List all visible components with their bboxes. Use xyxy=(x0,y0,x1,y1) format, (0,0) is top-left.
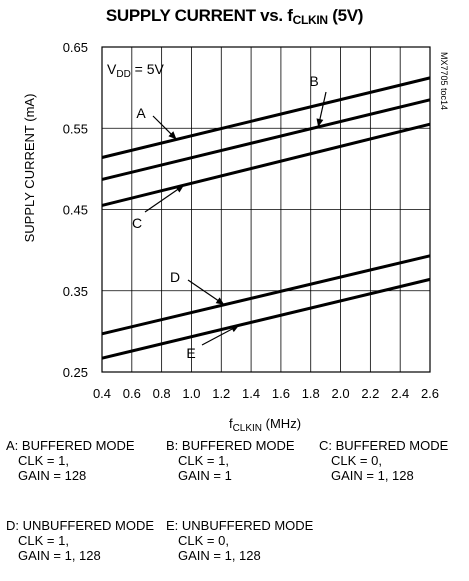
x-tick-label: 2.4 xyxy=(391,386,409,401)
figure-id-watermark: MX7705 toc14 xyxy=(439,52,449,110)
x-tick-label: 1.0 xyxy=(182,386,200,401)
x-tick-label: 1.4 xyxy=(242,386,260,401)
arrowhead-c xyxy=(175,185,184,193)
condition-tail: = 5V xyxy=(131,61,165,77)
chart-title: SUPPLY CURRENT vs. fCLKIN (5V) xyxy=(0,6,469,27)
note-b-clk: CLK = 1, xyxy=(178,453,229,468)
series-labels: A B C D E xyxy=(132,73,327,361)
x-tick-label: 0.6 xyxy=(123,386,141,401)
y-tick-label: 0.55 xyxy=(63,121,88,136)
series-label-e: E xyxy=(186,345,195,361)
chart-title-sub: CLKIN xyxy=(292,13,328,27)
note-b-mode: B: BUFFERED MODE xyxy=(166,438,295,453)
chart-title-tail: (5V) xyxy=(327,6,364,25)
series-line-a xyxy=(101,76,431,159)
note-a-mode: A: BUFFERED MODE xyxy=(6,438,135,453)
note-d-mode: D: UNBUFFERED MODE xyxy=(6,518,155,533)
condition-main: V xyxy=(107,61,117,77)
x-tick-label: 1.2 xyxy=(212,386,230,401)
series-lines xyxy=(101,76,431,360)
x-tick-label: 1.8 xyxy=(302,386,320,401)
series-label-d: D xyxy=(170,269,180,285)
series-line-b xyxy=(101,98,431,181)
tick-labels: 0.4 0.6 0.8 1.0 1.2 1.4 1.6 1.8 2.0 2.2 2.4 2.6 0.25… xyxy=(63,40,439,401)
note-a: A: BUFFERED MODE CLK = 1, GAIN = 128 xyxy=(6,438,135,483)
note-d-clk: CLK = 1, xyxy=(18,533,69,548)
series-line-d xyxy=(101,254,431,336)
arrowhead-b xyxy=(316,118,324,127)
note-d-gain: GAIN = 1, 128 xyxy=(18,548,101,563)
note-b: B: BUFFERED MODE CLK = 1, GAIN = 1 xyxy=(166,438,295,483)
x-tick-label: 2.0 xyxy=(332,386,350,401)
note-e-clk: CLK = 0, xyxy=(178,533,229,548)
note-c-clk: CLK = 0, xyxy=(331,453,382,468)
x-tick-label: 1.6 xyxy=(272,386,290,401)
y-tick-label: 0.45 xyxy=(63,203,88,218)
x-tick-label: 0.4 xyxy=(93,386,111,401)
x-axis-label-tail: (MHz) xyxy=(262,416,301,431)
x-tick-label: 2.6 xyxy=(421,386,439,401)
y-axis-label: SUPPLY CURRENT (mA) xyxy=(22,94,37,243)
note-d: D: UNBUFFERED MODE CLK = 1, GAIN = 1, 12… xyxy=(6,518,154,563)
note-b-gain: GAIN = 1 xyxy=(178,468,232,483)
series-line-c xyxy=(101,122,431,207)
note-c: C: BUFFERED MODE CLK = 0, GAIN = 1, 128 xyxy=(319,438,448,483)
series-label-b: B xyxy=(309,73,318,89)
note-c-gain: GAIN = 1, 128 xyxy=(331,468,414,483)
series-label-c: C xyxy=(132,215,142,231)
note-e: E: UNBUFFERED MODE CLK = 0, GAIN = 1, 12… xyxy=(166,518,313,563)
arrowhead-d xyxy=(215,297,225,305)
chart-title-main: SUPPLY CURRENT vs. f xyxy=(105,6,293,25)
arrowhead-a xyxy=(168,131,177,140)
note-e-gain: GAIN = 1, 128 xyxy=(178,548,261,563)
supply-current-chart: 0.4 0.6 0.8 1.0 1.2 1.4 1.6 1.8 2.0 2.2 2.4 2.6 0.25… xyxy=(22,40,449,434)
mode-notes: A: BUFFERED MODE CLK = 1, GAIN = 128 B: … xyxy=(0,436,469,576)
x-axis-label-main: f xyxy=(229,416,233,431)
x-tick-label: 0.8 xyxy=(153,386,171,401)
arrowhead-e xyxy=(230,325,240,333)
x-tick-label: 2.2 xyxy=(361,386,379,401)
series-label-a: A xyxy=(136,105,146,121)
grid-lines xyxy=(102,47,430,372)
note-e-mode: E: UNBUFFERED MODE xyxy=(166,518,314,533)
plot-frame xyxy=(101,46,431,373)
note-a-gain: GAIN = 128 xyxy=(18,468,87,483)
condition-sub: DD xyxy=(116,69,130,80)
note-a-clk: CLK = 1, xyxy=(18,453,69,468)
y-tick-label: 0.35 xyxy=(63,284,88,299)
series-line-e xyxy=(101,277,431,360)
y-tick-label: 0.65 xyxy=(63,40,88,55)
x-axis-label: fCLKIN (MHz) xyxy=(229,416,301,434)
x-axis-label-sub: CLKIN xyxy=(233,423,262,434)
note-c-mode: C: BUFFERED MODE xyxy=(319,438,449,453)
y-tick-label: 0.25 xyxy=(63,365,88,380)
condition-vdd-label: VDD = 5V xyxy=(107,61,165,80)
